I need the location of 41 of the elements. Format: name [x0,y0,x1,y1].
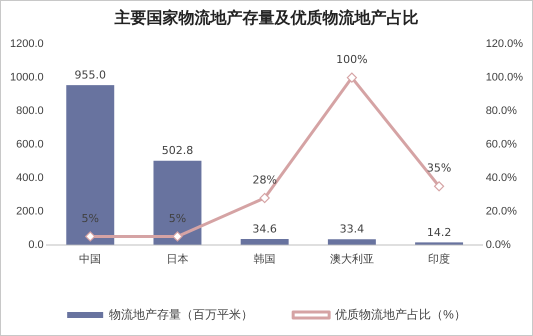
data-label: 5% [168,212,186,225]
y2-tick-label: 0.0% [486,238,511,251]
y-tick-label: 800.0 [16,105,44,118]
y-tick-label: 200.0 [16,205,44,218]
data-label: 33.4 [340,222,364,236]
point [260,192,270,204]
bar [153,160,202,245]
data-label: 955.0 [74,68,106,82]
x-tick-label: 印度 [428,252,450,266]
data-label: 34.6 [252,222,277,236]
data-label: 35% [426,162,452,175]
x-tick-label: 中国 [79,252,102,266]
chart-title: 主要国家物流地产存量及优质物流地产占比 [114,8,418,27]
bar [328,239,376,245]
data-label: 14.2 [426,226,452,239]
x-tick-label: 韩国 [254,252,276,266]
data-label: 100% [336,52,368,66]
y-tick-label: 1200.0 [10,38,44,50]
point [434,181,444,192]
y2-tick-label: 120.0% [486,38,524,50]
y2-tick-label: 40.0% [486,172,518,184]
y-tick-label: 400.0 [16,172,44,184]
bar [240,239,289,245]
x-tick-label: 澳大利亚 [330,252,374,266]
y-tick-label: 0.0 [28,238,44,251]
data-label: 502.8 [162,144,194,158]
x-tick-label: 日本 [166,252,188,266]
legend-label: 物流地产存量（百万平米） [109,307,254,322]
bar [66,85,114,245]
data-label: 5% [82,212,99,225]
point [172,231,183,242]
legend-label: 优质物流地产占比（%） [335,307,466,322]
y2-tick-label: 60.0% [486,138,518,151]
data-label: 28% [252,173,277,186]
y-tick-label: 1000.0 [10,72,44,84]
y2-tick-label: 80.0% [486,105,518,118]
point [85,231,96,242]
y-tick-label: 600.0 [16,138,44,151]
point [346,72,357,83]
y2-tick-label: 100.0% [486,72,524,84]
y2-tick-label: 20.0% [486,205,518,218]
